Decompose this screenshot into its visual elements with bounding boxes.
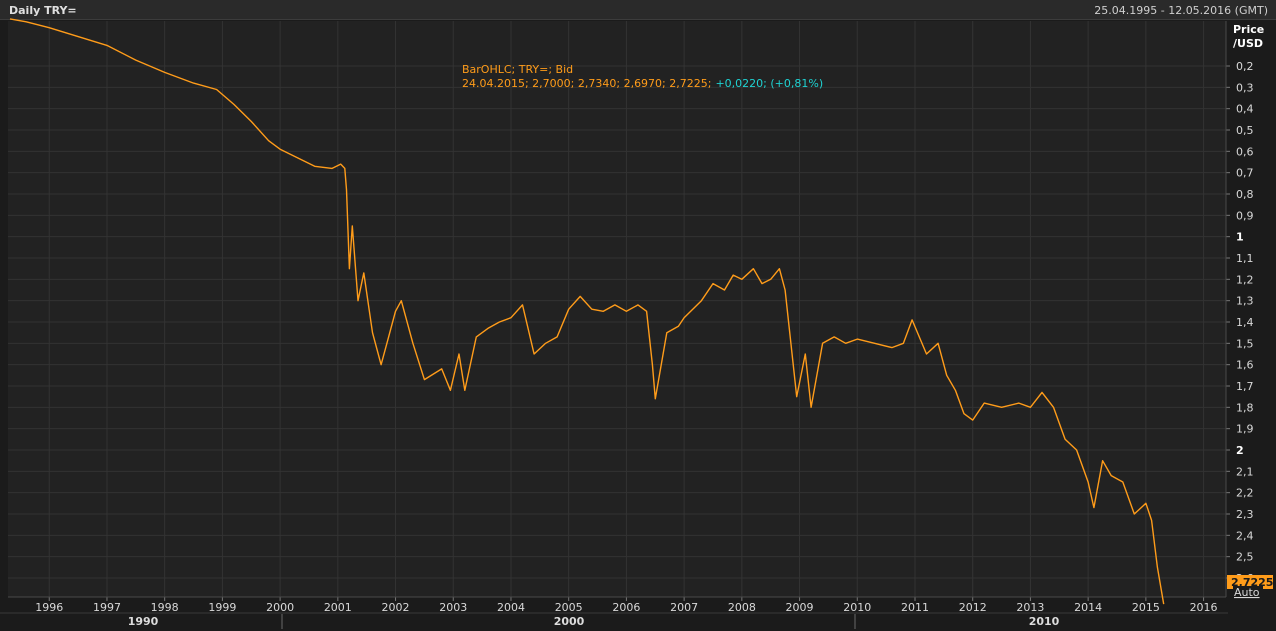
y-tick-label-2,3: 2,3: [1236, 508, 1254, 521]
y-tick-label-2: 2: [1236, 444, 1244, 457]
legend-values: 24.04.2015; 2,7000; 2,7340; 2,6970; 2,72…: [462, 77, 823, 90]
decade-label-2000: 2000: [554, 615, 585, 628]
x-tick-label-2009: 2009: [786, 601, 814, 614]
y-tick-label-0,6: 0,6: [1236, 145, 1254, 158]
y-axis-label-price: Price: [1233, 23, 1264, 36]
date-range: 25.04.1995 - 12.05.2016 (GMT): [1094, 4, 1268, 17]
y-tick-label-0,8: 0,8: [1236, 188, 1254, 201]
x-tick-label-2012: 2012: [959, 601, 987, 614]
x-tick-label-2007: 2007: [670, 601, 698, 614]
x-tick-label-2000: 2000: [266, 601, 294, 614]
x-tick-label-2008: 2008: [728, 601, 756, 614]
decade-label-2010: 2010: [1029, 615, 1060, 628]
x-tick-label-1999: 1999: [208, 601, 236, 614]
decade-label-1990: 1990: [128, 615, 159, 628]
y-tick-label-1,3: 1,3: [1236, 295, 1254, 308]
last-value-text: 2,7225: [1231, 576, 1273, 589]
y-tick-label-0,7: 0,7: [1236, 167, 1254, 180]
auto-button-label[interactable]: Auto: [1234, 586, 1260, 599]
y-tick-label-0,4: 0,4: [1236, 103, 1254, 116]
y-axis-label-unit: /USD: [1233, 37, 1263, 50]
x-tick-label-2001: 2001: [324, 601, 352, 614]
legend-change: +0,0220; (+0,81%): [715, 77, 823, 90]
y-tick-label-2,2: 2,2: [1236, 487, 1254, 500]
x-axis: 1996 1997 1998 1999 2000 2001 2002 2003 2004 2005…: [35, 597, 1218, 629]
x-tick-label-2015: 2015: [1132, 601, 1160, 614]
y-tick-label-2,5: 2,5: [1236, 551, 1254, 564]
x-tick-label-1996: 1996: [35, 601, 63, 614]
last-value-badge: [1227, 575, 1273, 589]
x-tick-label-2014: 2014: [1074, 601, 1102, 614]
y-tick-label-1: 1: [1236, 231, 1244, 244]
y-tick-label-1,7: 1,7: [1236, 380, 1254, 393]
y-tick-label-0,9: 0,9: [1236, 209, 1254, 222]
plot-area[interactable]: [8, 21, 1226, 597]
y-tick-label-0,3: 0,3: [1236, 81, 1254, 94]
x-tick-label-1998: 1998: [151, 601, 179, 614]
y-tick-label-2,1: 2,1: [1236, 465, 1254, 478]
y-tick-label-1,1: 1,1: [1236, 252, 1254, 265]
y-axis: 0,2 0,3 0,4 0,5 0,6 0,7 0,8 0,9 1 1,1 1,2 1,3 1,4 1,5…: [1226, 60, 1254, 585]
x-tick-label-2002: 2002: [382, 601, 410, 614]
grid-lines: [8, 21, 1226, 597]
y-tick-label-1,5: 1,5: [1236, 337, 1254, 350]
y-tick-label-1,2: 1,2: [1236, 273, 1254, 286]
y-tick-label-2,4: 2,4: [1236, 529, 1254, 542]
y-tick-label-0,5: 0,5: [1236, 124, 1254, 137]
y-tick-label-1,4: 1,4: [1236, 316, 1254, 329]
y-tick-label-1,6: 1,6: [1236, 359, 1254, 372]
x-tick-label-2005: 2005: [555, 601, 583, 614]
series-line-try-bid: [9, 18, 1165, 605]
y-tick-label-1,9: 1,9: [1236, 423, 1254, 436]
window-titlebar: Daily TRY= 25.04.1995 - 12.05.2016 (GMT): [0, 0, 1276, 20]
x-tick-label-2003: 2003: [439, 601, 467, 614]
x-tick-label-2006: 2006: [612, 601, 640, 614]
x-tick-label-2010: 2010: [843, 601, 871, 614]
y-tick-label-1,8: 1,8: [1236, 401, 1254, 414]
legend-ohlc: 24.04.2015; 2,7000; 2,7340; 2,6970; 2,72…: [462, 77, 711, 90]
x-tick-label-2011: 2011: [901, 601, 929, 614]
legend-series: BarOHLC; TRY=; Bid: [462, 63, 573, 76]
x-tick-label-2004: 2004: [497, 601, 525, 614]
auto-button[interactable]: [1233, 586, 1263, 598]
y-tick-label-0,2: 0,2: [1236, 60, 1254, 73]
x-tick-label-2016: 2016: [1190, 601, 1218, 614]
chart-title: Daily TRY=: [9, 4, 77, 17]
x-tick-label-2013: 2013: [1016, 601, 1044, 614]
series-layer: [9, 18, 1165, 605]
x-tick-label-1997: 1997: [93, 601, 121, 614]
